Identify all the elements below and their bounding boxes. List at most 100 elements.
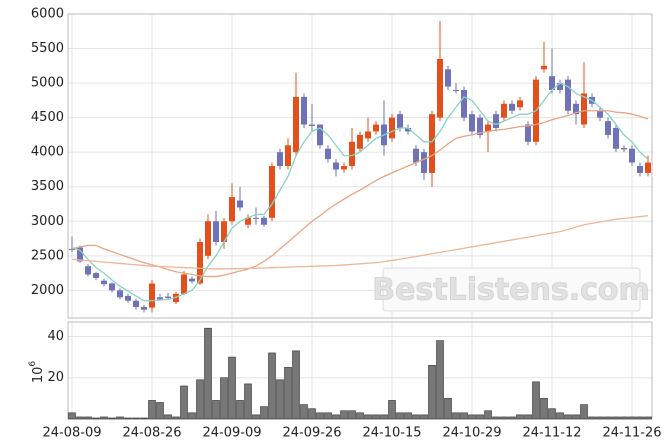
volume-bar [436, 340, 444, 420]
volume-bar [204, 327, 212, 420]
volume-bar [236, 400, 244, 420]
candle-body [429, 114, 435, 173]
volume-bar [572, 414, 580, 420]
candle-body [245, 217, 251, 225]
candle-body [253, 217, 259, 219]
volume-bar [524, 414, 532, 420]
label-exponent: 6 [28, 361, 38, 367]
candle-body [325, 148, 331, 160]
candle-body [157, 297, 163, 300]
volume-bar [172, 416, 180, 420]
candle-body [77, 247, 83, 262]
candle-body [301, 96, 307, 125]
volume-bar [364, 414, 372, 420]
volume-bar [404, 412, 412, 420]
volume-bar [132, 417, 140, 420]
volume-bar [580, 404, 588, 420]
candle-body [181, 274, 187, 294]
volume-bar [372, 414, 380, 420]
volume-bar [484, 410, 492, 420]
candle-body [485, 124, 491, 132]
candle-body [565, 79, 571, 111]
volume-bar [644, 416, 652, 420]
candle-body [365, 131, 371, 139]
candle-body [141, 306, 147, 310]
volume-bar [612, 416, 620, 420]
volume-bar [76, 416, 84, 420]
y-tick-label: 5000 [31, 76, 64, 91]
candle-body [517, 100, 523, 108]
volume-bar [596, 416, 604, 420]
volume-bar [124, 417, 132, 420]
candle-body [117, 290, 123, 298]
x-tick-label: 24-11-12 [522, 426, 581, 441]
candle-body [341, 166, 347, 170]
volume-bar [492, 416, 500, 420]
candle-body [93, 273, 99, 278]
candle-body [453, 90, 459, 91]
candle-body [125, 295, 131, 301]
volume-bar [468, 414, 476, 420]
volume-bar [116, 416, 124, 420]
x-tick-label: 24-09-09 [202, 426, 261, 441]
volume-bar [348, 410, 356, 420]
x-tick-label: 24-10-29 [442, 426, 501, 441]
volume-bar [356, 412, 364, 420]
y-tick-label: 40 [47, 329, 64, 344]
volume-bar [84, 416, 92, 420]
volume-bar [540, 398, 548, 420]
volume-bar [588, 416, 596, 420]
candle-body [237, 200, 243, 208]
label-base: 10 [31, 367, 46, 384]
volume-bar [108, 417, 116, 420]
candle-body [461, 90, 467, 118]
candle-body [285, 145, 291, 166]
y-tick-label: 3500 [31, 179, 64, 194]
volume-bar [476, 414, 484, 420]
volume-bar [212, 400, 220, 420]
candle-body [493, 114, 499, 128]
y-tick-label: 4000 [31, 145, 64, 160]
volume-bar [276, 379, 284, 420]
y-tick-label: 5500 [31, 41, 64, 56]
candle-body [605, 121, 611, 135]
volume-bar [156, 402, 164, 420]
volume-bar [316, 412, 324, 420]
volume-bar [228, 356, 236, 420]
volume-bar [516, 414, 524, 420]
volume-bar [100, 416, 108, 420]
x-tick-label: 24-08-09 [42, 426, 101, 441]
volume-bar [380, 414, 388, 420]
candle-body [477, 117, 483, 135]
candle-body [229, 197, 235, 222]
candle-body [389, 117, 395, 139]
volume-bar [396, 412, 404, 420]
x-tick-label: 24-08-26 [122, 426, 181, 441]
volume-bar [332, 414, 340, 420]
x-tick-label: 24-09-26 [282, 426, 341, 441]
candle-body [205, 221, 211, 256]
candle-body [397, 114, 403, 128]
volume-bar [532, 381, 540, 420]
volume-bar [148, 400, 156, 420]
candle-body [469, 114, 475, 132]
volume-bar [548, 408, 556, 420]
volume-bar [188, 412, 196, 420]
volume-bar [604, 416, 612, 420]
candle-body [269, 166, 275, 218]
moving-average-line [71, 110, 649, 278]
x-tick-label: 24-10-15 [362, 426, 421, 441]
candle-body [645, 162, 651, 173]
volume-bar [308, 408, 316, 420]
candle-body [613, 128, 619, 149]
volume-bar [140, 417, 148, 420]
candle-body [149, 283, 155, 308]
candle-body [101, 280, 107, 285]
candle-body [293, 96, 299, 153]
candle-body [277, 152, 283, 166]
y-tick-label: 6000 [31, 7, 64, 22]
candle-body [629, 148, 635, 163]
candle-body [189, 278, 195, 282]
y-tick-label: 3000 [31, 214, 64, 229]
candle-body [357, 134, 363, 149]
